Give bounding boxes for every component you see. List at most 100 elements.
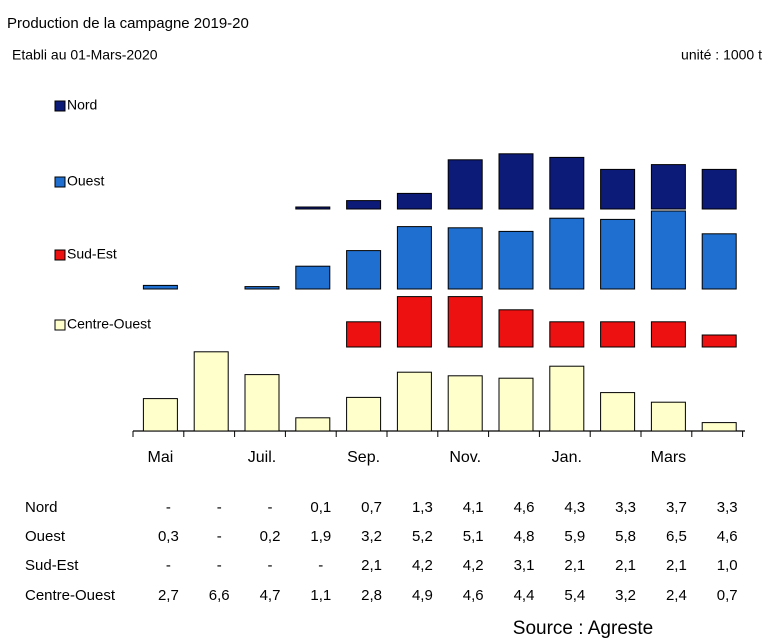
bar [396, 371, 432, 432]
bar [295, 417, 331, 432]
table-value: 4,3 [564, 499, 585, 516]
table-value: 4,7 [260, 587, 281, 604]
legend-label: Nord [67, 97, 97, 113]
x-tick-label: Mai [148, 449, 174, 466]
x-tick-label: Nov. [449, 449, 481, 466]
bar [650, 210, 686, 290]
table-value: 4,6 [717, 528, 738, 545]
bar [549, 156, 585, 210]
bar [600, 218, 636, 290]
legend-label: Sud-Est [67, 246, 117, 262]
table-value: - [318, 557, 323, 574]
bar [600, 321, 636, 348]
table-value: 4,2 [412, 557, 433, 574]
table-value: 4,9 [412, 587, 433, 604]
bar [600, 168, 636, 210]
table-value: 3,3 [615, 499, 636, 516]
source: Source : Agreste [513, 618, 653, 639]
bar [447, 227, 483, 290]
table-value: 4,1 [463, 499, 484, 516]
table-value: 2,1 [361, 557, 382, 574]
table-value: 5,1 [463, 528, 484, 545]
bar [346, 200, 382, 210]
bar [193, 351, 229, 432]
bar [701, 233, 737, 290]
table-value: 6,5 [666, 528, 687, 545]
table-value: 1,3 [412, 499, 433, 516]
bar [600, 392, 636, 432]
table-value: 5,9 [564, 528, 585, 545]
bar [295, 265, 331, 290]
x-tick-label: Jan. [552, 449, 582, 466]
bar [295, 206, 331, 210]
x-tick-label: Sep. [347, 449, 380, 466]
bar [650, 401, 686, 432]
bar [346, 321, 382, 348]
legend-swatch [54, 100, 66, 112]
bar [244, 286, 280, 290]
bar [650, 164, 686, 210]
bar [447, 159, 483, 210]
table-value: - [268, 557, 273, 574]
table-value: 6,6 [209, 587, 230, 604]
table-value: 2,1 [564, 557, 585, 574]
table-value: 2,4 [666, 587, 687, 604]
table-value: 0,2 [260, 528, 281, 545]
date-note: Etabli au 01-Mars-2020 [12, 47, 158, 63]
table-value: 5,8 [615, 528, 636, 545]
table-value: 3,3 [717, 499, 738, 516]
bar [142, 284, 178, 290]
table-value: 1,9 [310, 528, 331, 545]
bar [447, 375, 483, 432]
table-value: - [217, 528, 222, 545]
unit-label: unité : 1000 t [681, 47, 762, 63]
bar [650, 321, 686, 348]
bar [244, 374, 280, 432]
legend-swatch [54, 319, 66, 331]
table-value: 5,2 [412, 528, 433, 545]
legend-swatch [54, 249, 66, 261]
table-value: 3,2 [361, 528, 382, 545]
table-value: - [166, 557, 171, 574]
table-value: 0,3 [158, 528, 179, 545]
bar [498, 153, 534, 210]
row-label: Ouest [25, 528, 66, 545]
table-value: 2,7 [158, 587, 179, 604]
bar [498, 377, 534, 432]
table-value: 0,7 [361, 499, 382, 516]
table-value: 3,7 [666, 499, 687, 516]
bar [498, 230, 534, 290]
legend-label: Ouest [67, 173, 104, 189]
bar [346, 250, 382, 290]
bar [549, 217, 585, 290]
subtitle: Production de la campagne 2019-20 [7, 15, 249, 32]
table-value: 2,1 [615, 557, 636, 574]
bar [701, 334, 737, 348]
table-value: 4,8 [514, 528, 535, 545]
x-tick-label: Mars [651, 449, 687, 466]
row-label: Nord [25, 499, 58, 516]
bar [701, 168, 737, 210]
bar [498, 309, 534, 348]
table-value: 1,0 [717, 557, 738, 574]
table-value: 4,6 [514, 499, 535, 516]
row-label: Centre-Ouest [25, 587, 116, 604]
bar [447, 296, 483, 348]
bar [549, 321, 585, 348]
table-value: 5,4 [564, 587, 585, 604]
table-value: - [217, 499, 222, 516]
bar [346, 396, 382, 432]
table-value: 3,1 [514, 557, 535, 574]
bar [549, 365, 585, 432]
bar [396, 296, 432, 348]
table-value: 3,2 [615, 587, 636, 604]
table-value: 2,8 [361, 587, 382, 604]
table-value: 0,7 [717, 587, 738, 604]
table-value: - [268, 499, 273, 516]
table-value: 1,1 [310, 587, 331, 604]
table-value: - [217, 557, 222, 574]
row-label: Sud-Est [25, 557, 79, 574]
bar [396, 192, 432, 210]
table-value: 2,1 [666, 557, 687, 574]
